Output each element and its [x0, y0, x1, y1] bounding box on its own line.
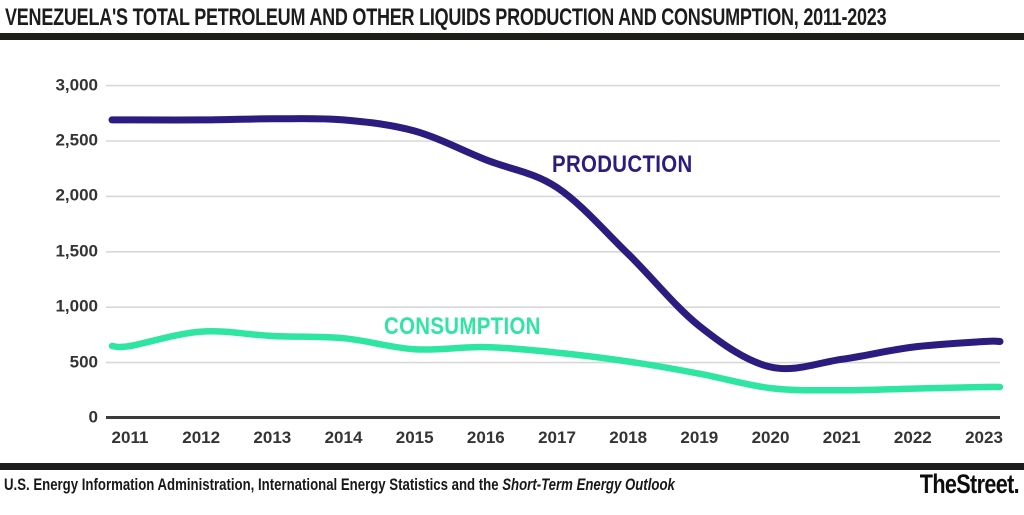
y-tick-label-2000: 2,000	[55, 185, 98, 205]
production-series-label: PRODUCTION	[552, 151, 693, 178]
x-tick-label-2022: 2022	[893, 428, 932, 447]
y-tick-label-500: 500	[69, 352, 98, 372]
x-tick-label-2012: 2012	[182, 428, 221, 447]
x-tick-label-2018: 2018	[609, 428, 648, 447]
source-text-italic: Short-Term Energy Outlook	[502, 476, 675, 494]
y-tick-label-1500: 1,500	[55, 241, 98, 261]
y-tick-label-1000: 1,000	[55, 296, 98, 316]
x-tick-label-2016: 2016	[466, 428, 505, 447]
x-tick-label-2011: 2011	[111, 428, 149, 447]
consumption-line	[108, 328, 1004, 394]
chart-title: VENEZUELA'S TOTAL PETROLEUM AND OTHER LI…	[5, 4, 887, 31]
title-divider-bar	[0, 33, 1024, 40]
x-tick-label-2023: 2023	[965, 428, 1003, 447]
y-tick-label-0: 0	[88, 407, 98, 427]
x-tick-label-2013: 2013	[253, 428, 292, 447]
x-tick-label-2015: 2015	[395, 428, 434, 447]
consumption-series-label: CONSUMPTION	[384, 313, 541, 340]
source-attribution: U.S. Energy Information Administration, …	[4, 476, 675, 495]
x-tick-label-2021: 2021	[822, 428, 861, 447]
x-tick-label-2017: 2017	[538, 428, 576, 447]
thestreet-logo: TheStreet.	[919, 469, 1020, 499]
x-tick-label-2019: 2019	[680, 428, 719, 447]
footer-divider-bar	[0, 463, 1024, 470]
source-text: U.S. Energy Information Administration, …	[4, 476, 503, 494]
x-tick-label-2020: 2020	[751, 428, 790, 447]
x-tick-label-2014: 2014	[324, 428, 363, 447]
y-tick-label-3000: 3,000	[55, 75, 98, 95]
y-tick-label-2500: 2,500	[55, 130, 98, 150]
